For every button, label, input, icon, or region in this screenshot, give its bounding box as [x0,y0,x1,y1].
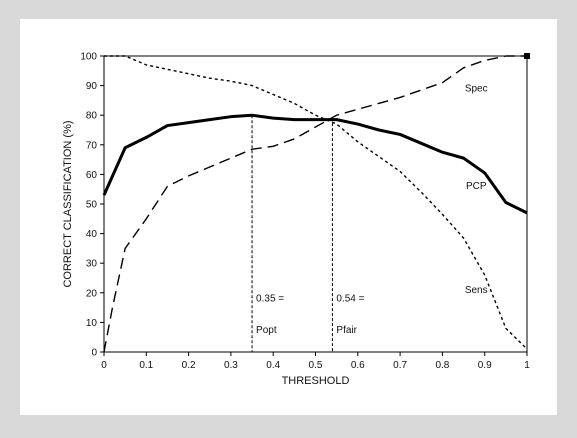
chart-frame [20,19,557,415]
plot-area-border [103,55,528,353]
y-tick-label: 20 [86,288,98,299]
reference-label-value: 0.35 = [256,294,284,305]
y-tick-label: 80 [86,111,98,122]
series-line-pcp [102,113,528,215]
x-tick-label: 0.2 [182,360,196,371]
x-axis-title: THRESHOLD [282,375,350,387]
series-line-spec [103,55,527,353]
series-end-marker [524,53,530,59]
series-line-sens [104,55,528,350]
x-tick-label: 1 [524,360,530,371]
y-tick-label: 90 [86,81,98,92]
series-label-spec: Spec [465,84,488,95]
x-tick-label: 0.3 [224,360,238,371]
x-tick-label: 0.1 [139,360,153,371]
y-tick-label: 100 [80,52,97,63]
x-tick-label: 0.6 [351,360,365,371]
x-tick-label: 0 [101,360,107,371]
x-tick-label: 0.5 [309,360,323,371]
x-tick-label: 0.4 [266,360,280,371]
reference-label-name: Pfair [336,325,357,336]
y-tick-label: 50 [86,200,98,211]
reference-label-name: Popt [256,325,277,336]
x-tick-label: 0.9 [478,360,492,371]
series-label-sens: Sens [465,285,488,296]
x-tick-label: 0.8 [435,360,449,371]
y-axis-title: CORRECT CLASSIFICATION (%) [62,120,74,287]
x-tick-label: 0.7 [393,360,407,371]
series-label-pcp: PCP [466,181,487,192]
y-tick-label: 70 [86,140,98,151]
y-tick-label: 0 [91,348,97,359]
y-tick-label: 10 [86,318,98,329]
y-tick-label: 30 [86,259,98,270]
y-tick-label: 40 [86,229,98,240]
reference-label-value: 0.54 = [336,294,364,305]
y-tick-label: 60 [86,170,98,181]
